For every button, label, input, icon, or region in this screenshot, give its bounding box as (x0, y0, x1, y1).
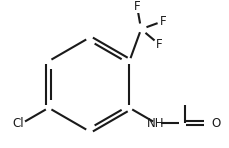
Text: O: O (210, 117, 220, 130)
Text: F: F (133, 0, 140, 13)
Text: F: F (159, 15, 166, 28)
Text: F: F (155, 38, 161, 51)
Text: NH: NH (147, 117, 164, 130)
Text: Cl: Cl (12, 117, 24, 130)
